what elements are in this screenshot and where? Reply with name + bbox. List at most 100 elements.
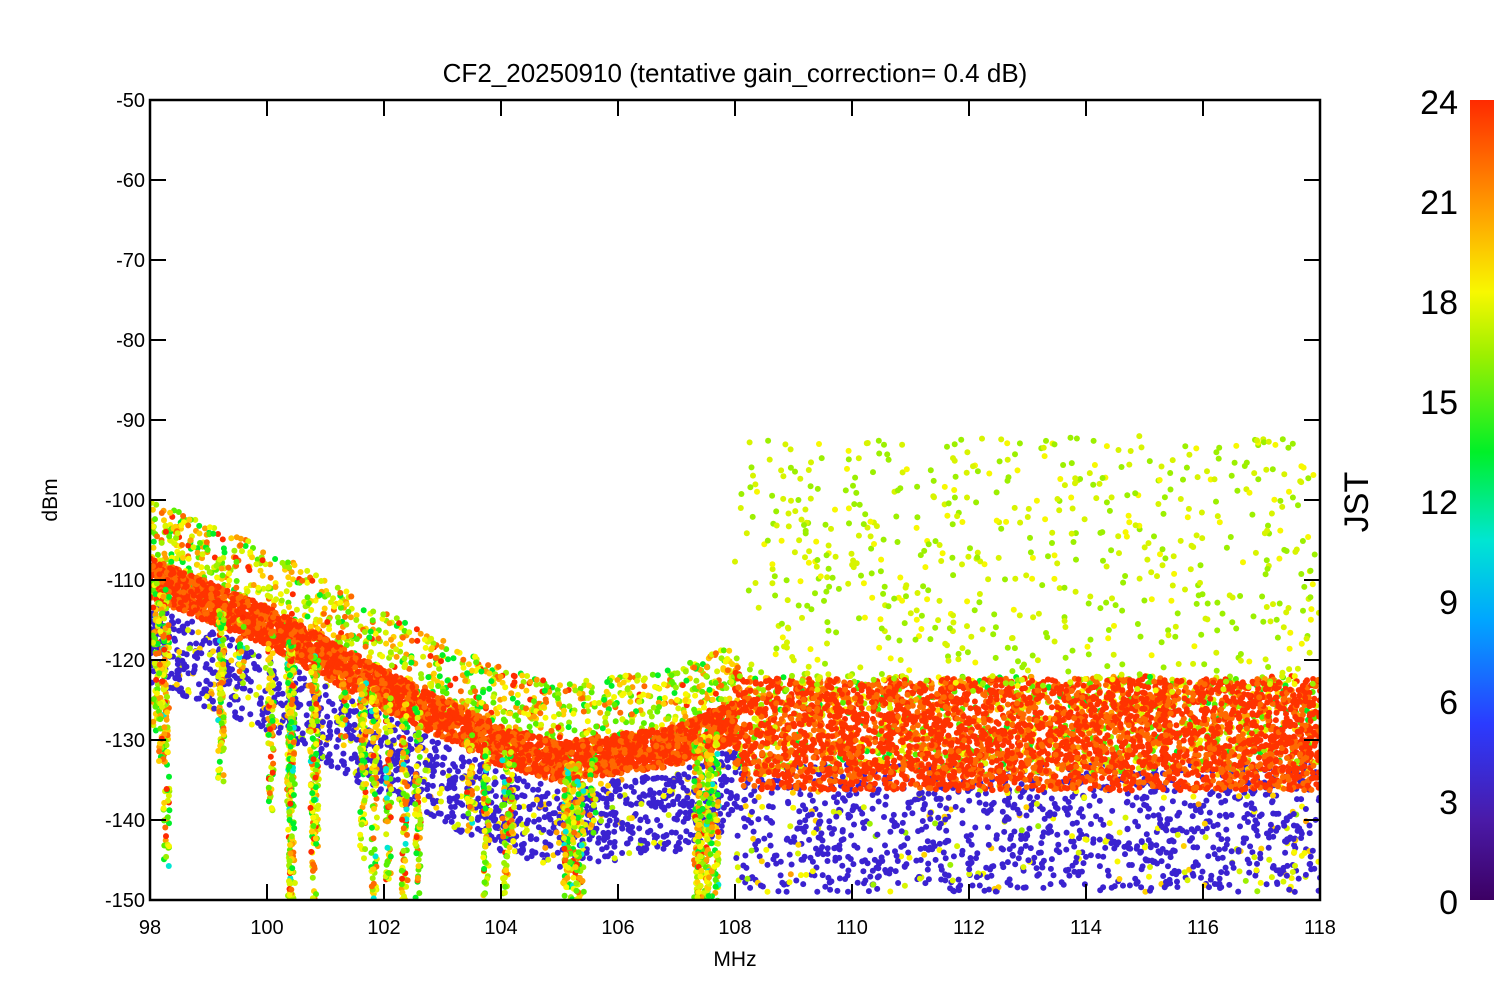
data-point — [452, 777, 458, 784]
data-point — [686, 803, 693, 810]
data-point — [892, 868, 899, 875]
data-point — [1114, 858, 1121, 865]
data-point — [969, 882, 976, 889]
data-point — [492, 793, 499, 800]
data-point — [742, 852, 749, 859]
data-point — [935, 814, 942, 821]
data-point — [444, 814, 451, 821]
data-point — [393, 653, 400, 660]
data-point — [432, 655, 439, 661]
data-point — [1051, 811, 1058, 818]
data-point — [981, 887, 988, 894]
data-point — [1045, 824, 1052, 831]
data-point — [682, 691, 689, 698]
data-point — [517, 848, 524, 854]
data-point — [1210, 844, 1217, 851]
data-point — [326, 698, 332, 705]
data-point — [612, 821, 619, 828]
data-point — [1079, 813, 1086, 820]
data-point — [1199, 828, 1206, 835]
data-point — [624, 686, 631, 693]
data-point — [272, 584, 279, 590]
data-point — [1048, 856, 1055, 863]
data-point — [749, 808, 755, 815]
data-point — [1274, 881, 1281, 887]
data-point — [396, 620, 403, 627]
data-point — [226, 701, 233, 708]
data-point — [1205, 853, 1212, 860]
data-point — [724, 754, 731, 761]
data-point — [598, 817, 605, 824]
data-point — [539, 851, 546, 858]
data-point — [1291, 888, 1298, 895]
data-point — [788, 861, 795, 868]
data-point — [526, 723, 533, 730]
data-point — [919, 818, 926, 824]
data-point — [546, 800, 552, 807]
data-point — [542, 696, 549, 703]
data-point — [1091, 792, 1098, 799]
data-point — [847, 791, 853, 798]
data-point — [455, 768, 461, 775]
data-point — [191, 663, 198, 670]
data-point — [766, 803, 772, 810]
data-point — [988, 872, 995, 879]
data-point — [304, 567, 311, 574]
data-point — [1073, 819, 1080, 826]
data-point — [429, 797, 436, 804]
data-point — [158, 510, 165, 516]
data-point — [1169, 798, 1176, 805]
data-point — [916, 790, 923, 797]
data-point — [1086, 802, 1093, 809]
data-point — [920, 806, 927, 813]
data-point — [1266, 856, 1273, 863]
data-point — [446, 767, 453, 774]
data-point — [797, 872, 804, 879]
data-point — [800, 856, 807, 863]
data-point — [1216, 875, 1223, 882]
data-point — [1081, 794, 1088, 801]
data-point — [604, 803, 611, 810]
data-point — [714, 668, 721, 675]
data-point — [850, 861, 857, 868]
data-point — [1248, 800, 1255, 807]
data-point — [438, 798, 444, 805]
data-point — [802, 817, 809, 824]
data-point — [1096, 863, 1103, 870]
data-point — [273, 596, 280, 603]
data-point — [460, 813, 467, 820]
data-point — [186, 645, 193, 652]
data-point — [656, 704, 662, 710]
data-point — [1228, 812, 1235, 818]
data-point — [619, 716, 626, 723]
data-point — [647, 787, 654, 794]
data-point — [677, 834, 684, 841]
data-point — [544, 790, 551, 797]
data-point — [219, 572, 226, 579]
data-point — [1290, 811, 1297, 817]
data-point — [723, 685, 730, 691]
data-point — [1228, 848, 1235, 855]
data-point — [516, 804, 523, 811]
data-point — [904, 835, 911, 842]
data-point — [598, 810, 605, 817]
data-point — [1133, 794, 1140, 801]
data-point — [675, 839, 682, 846]
data-point — [1235, 888, 1242, 895]
data-point — [1035, 849, 1042, 856]
data-point — [214, 574, 221, 581]
data-point — [328, 763, 335, 769]
data-point — [326, 722, 333, 729]
data-point — [603, 844, 610, 851]
data-point — [954, 843, 961, 850]
data-point — [542, 806, 549, 813]
data-point — [1148, 788, 1154, 795]
data-point — [1022, 835, 1029, 842]
data-point — [617, 793, 623, 799]
data-point — [176, 648, 183, 655]
data-point — [651, 839, 657, 846]
data-point — [1116, 876, 1123, 882]
data-point — [819, 837, 826, 844]
data-point — [800, 802, 806, 809]
data-point — [932, 820, 939, 827]
